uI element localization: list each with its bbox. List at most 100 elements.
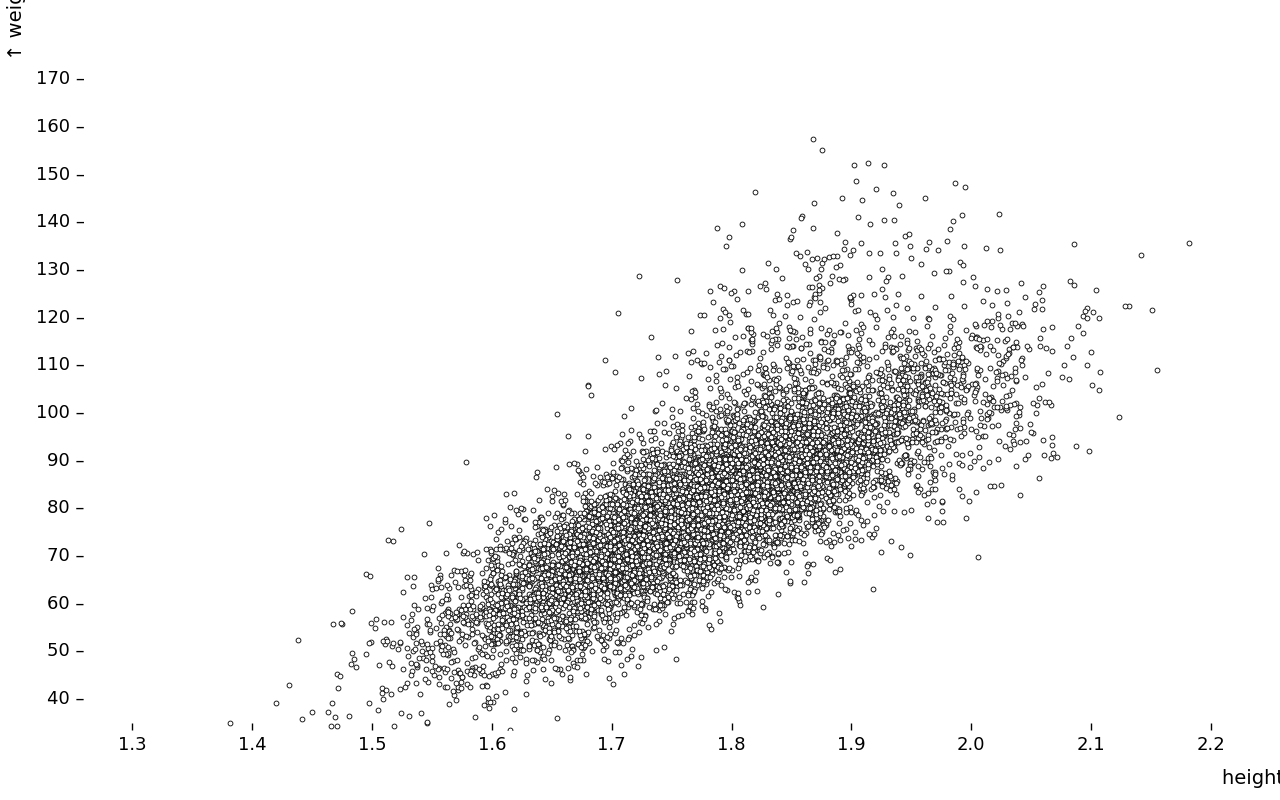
Point xyxy=(714,472,735,485)
Point xyxy=(518,558,539,570)
Point xyxy=(778,450,799,462)
Point xyxy=(658,533,678,546)
Point xyxy=(796,497,817,510)
Point xyxy=(1006,336,1027,349)
Point xyxy=(768,481,788,494)
Point xyxy=(722,474,742,486)
Point xyxy=(644,586,664,599)
Point xyxy=(568,565,589,578)
Point xyxy=(794,431,814,444)
Point xyxy=(680,498,700,511)
Point xyxy=(489,577,509,590)
Point xyxy=(858,462,878,474)
Point xyxy=(637,468,658,481)
Point xyxy=(713,494,733,506)
Point xyxy=(483,552,503,565)
Point xyxy=(820,450,841,462)
Point xyxy=(783,486,804,498)
Point xyxy=(684,534,704,547)
Point xyxy=(904,405,924,418)
Point xyxy=(650,508,671,521)
Point xyxy=(859,416,879,429)
Point xyxy=(690,506,710,518)
Point xyxy=(870,474,891,486)
Point xyxy=(795,489,815,502)
Point xyxy=(652,518,672,531)
Point xyxy=(484,622,504,635)
Point xyxy=(700,402,721,415)
Point xyxy=(714,542,735,555)
Point xyxy=(686,507,707,520)
Point xyxy=(823,336,844,349)
Point xyxy=(500,599,521,612)
Point xyxy=(477,650,498,662)
Point xyxy=(504,631,525,644)
Point xyxy=(545,538,566,551)
Point xyxy=(795,384,815,397)
Point xyxy=(749,487,769,500)
Point xyxy=(438,641,458,654)
Point xyxy=(687,579,708,592)
Point xyxy=(652,498,672,511)
Point xyxy=(531,563,552,576)
Point xyxy=(558,505,579,518)
Point xyxy=(872,403,892,416)
Point xyxy=(788,472,809,485)
Point xyxy=(745,450,765,462)
Point xyxy=(541,569,562,582)
Point xyxy=(797,494,818,507)
Point xyxy=(731,263,751,276)
Point xyxy=(730,450,750,463)
Point xyxy=(781,446,801,459)
Point xyxy=(547,582,567,595)
Point xyxy=(632,609,653,622)
Point xyxy=(810,497,831,510)
Point xyxy=(746,517,767,530)
Point xyxy=(788,502,809,515)
Point xyxy=(890,416,910,429)
Point xyxy=(652,601,672,614)
Point xyxy=(412,645,433,658)
Point xyxy=(605,555,626,568)
Point xyxy=(623,572,644,585)
Point xyxy=(814,459,835,472)
Point xyxy=(524,542,544,554)
Point xyxy=(515,566,535,578)
Point xyxy=(417,617,438,630)
Point xyxy=(605,588,626,601)
Point xyxy=(481,606,502,619)
Point xyxy=(690,523,710,536)
Point xyxy=(579,570,599,583)
Point xyxy=(659,473,680,486)
Point xyxy=(961,378,982,390)
Point xyxy=(508,530,529,543)
Point xyxy=(778,458,799,471)
Point xyxy=(874,290,895,303)
Point xyxy=(539,606,559,619)
Point xyxy=(534,542,554,554)
Point xyxy=(987,401,1007,414)
Point xyxy=(543,586,563,599)
Point xyxy=(812,143,832,156)
Point xyxy=(774,310,795,322)
Point xyxy=(602,532,622,545)
Point xyxy=(461,589,481,602)
Point xyxy=(635,609,655,622)
Point xyxy=(438,632,458,645)
Point xyxy=(758,518,778,531)
Point xyxy=(566,528,586,541)
Point xyxy=(657,501,677,514)
Point xyxy=(682,607,703,620)
Point xyxy=(722,533,742,546)
Point xyxy=(653,538,673,550)
Point xyxy=(513,611,534,624)
Point xyxy=(817,449,837,462)
Point xyxy=(858,467,878,480)
Point xyxy=(567,457,588,470)
Point xyxy=(820,426,841,439)
Point xyxy=(829,446,850,458)
Point xyxy=(568,538,589,550)
Point xyxy=(833,441,854,454)
Point xyxy=(576,550,596,563)
Point xyxy=(553,530,573,543)
